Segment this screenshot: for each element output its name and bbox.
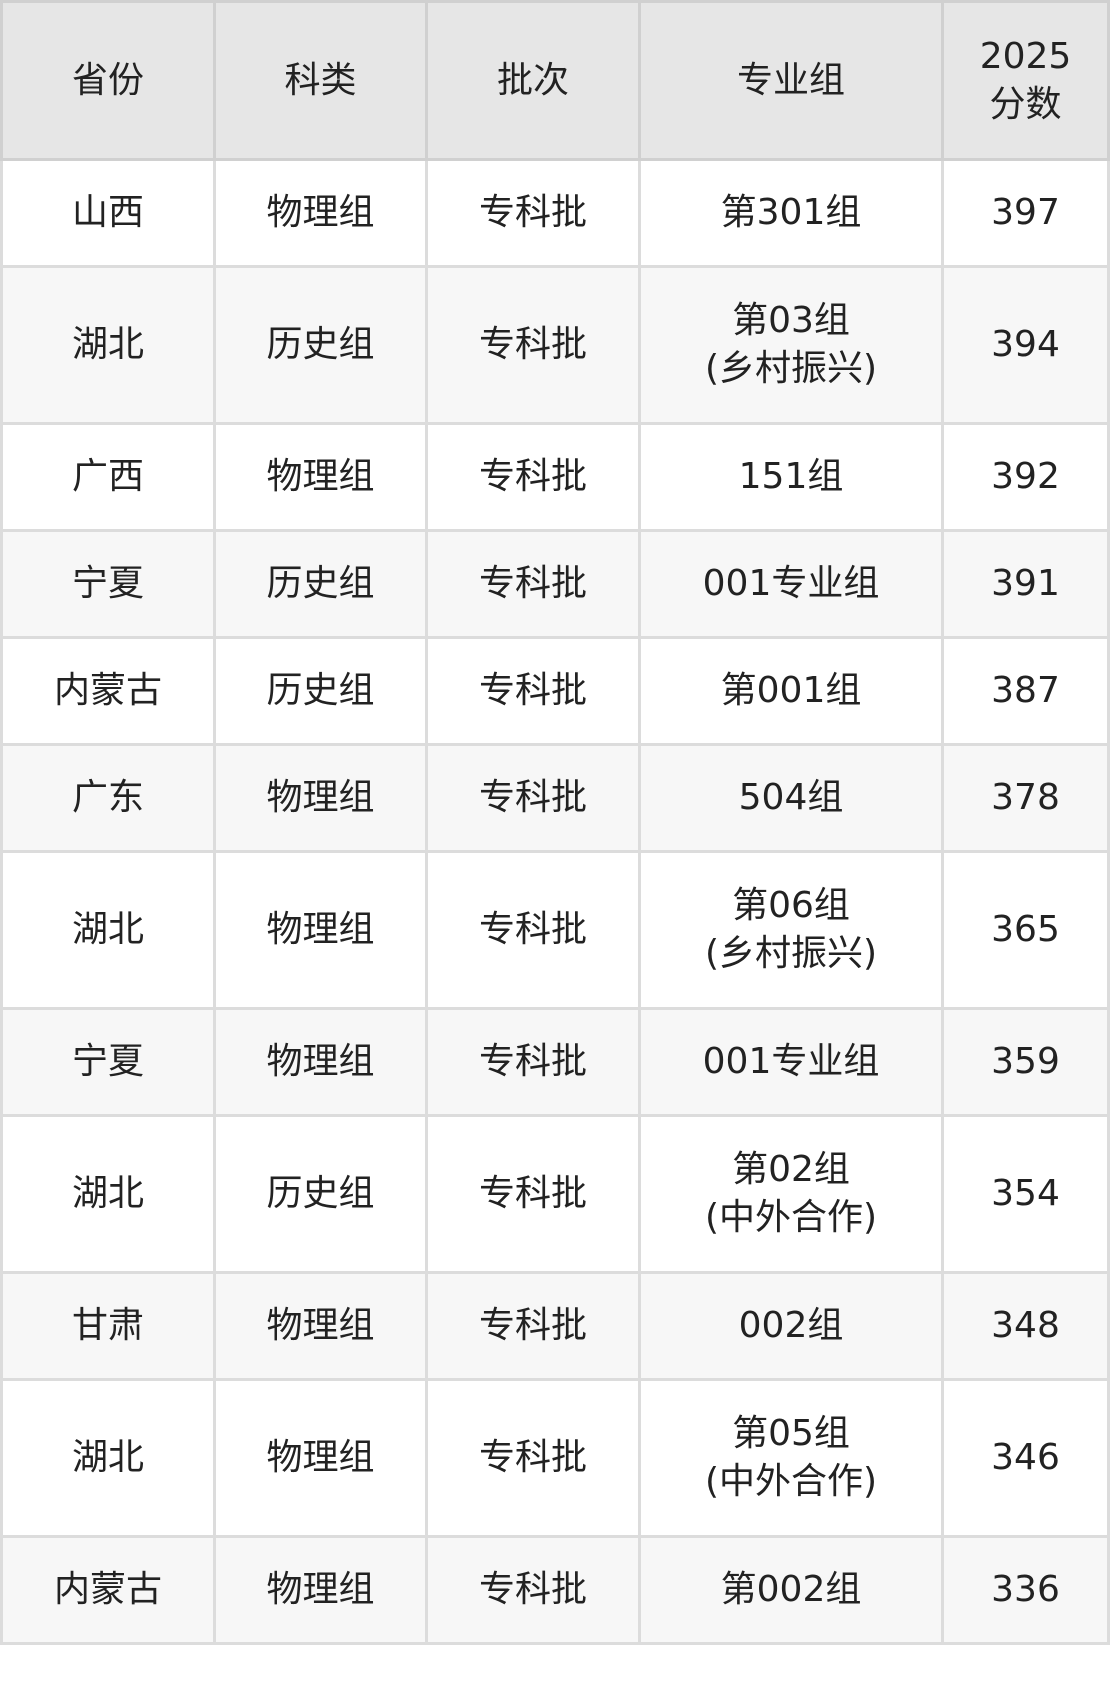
batch-cell: 专科批 — [425, 1535, 641, 1645]
group-line: 第03组 — [732, 300, 850, 341]
score-cell: 392 — [941, 422, 1110, 532]
province-cell: 湖北 — [0, 265, 216, 425]
subject-cell: 物理组 — [213, 1378, 428, 1538]
group-line: 504组 — [738, 777, 844, 818]
province-cell: 湖北 — [0, 1378, 216, 1538]
province-cell: 广西 — [0, 422, 216, 532]
group-cell: 001专业组 — [638, 1007, 944, 1117]
group-line: 第05组 — [732, 1413, 850, 1454]
score-cell: 391 — [941, 529, 1110, 639]
subject-cell: 物理组 — [213, 158, 428, 268]
table-row: 甘肃 物理组 专科批 002组 348 — [0, 1271, 1110, 1381]
header-score-label: 分数 — [989, 83, 1062, 125]
table-row: 宁夏 物理组 专科批 001专业组 359 — [0, 1007, 1110, 1117]
table-row: 湖北 历史组 专科批 第02组 (中外合作) 354 — [0, 1114, 1110, 1274]
score-cell: 378 — [941, 743, 1110, 853]
subject-cell: 物理组 — [213, 1535, 428, 1645]
header-batch: 批次 — [425, 0, 641, 161]
header-score: 2025 分数 — [941, 0, 1110, 161]
group-cell: 第03组 (乡村振兴) — [638, 265, 944, 425]
table-row: 宁夏 历史组 专科批 001专业组 391 — [0, 529, 1110, 639]
subject-cell: 物理组 — [213, 850, 428, 1010]
subject-cell: 历史组 — [213, 1114, 428, 1274]
score-cell: 397 — [941, 158, 1110, 268]
table-row: 湖北 物理组 专科批 第05组 (中外合作) 346 — [0, 1378, 1110, 1538]
header-province: 省份 — [0, 0, 216, 161]
province-cell: 广东 — [0, 743, 216, 853]
table-row: 山西 物理组 专科批 第301组 397 — [0, 158, 1110, 268]
batch-cell: 专科批 — [425, 636, 641, 746]
header-score-year: 2025 — [979, 35, 1072, 77]
group-cell: 001专业组 — [638, 529, 944, 639]
score-table: 省份 科类 批次 专业组 2025 分数 山西 物理组 专科批 第301组 397 湖北历… — [0, 0, 1110, 1645]
subject-cell: 历史组 — [213, 636, 428, 746]
group-line: 001专业组 — [702, 1041, 880, 1082]
province-cell: 内蒙古 — [0, 636, 216, 746]
score-cell: 354 — [941, 1114, 1110, 1274]
group-cell: 第02组 (中外合作) — [638, 1114, 944, 1274]
batch-cell: 专科批 — [425, 1271, 641, 1381]
header-subject: 科类 — [213, 0, 428, 161]
province-cell: 宁夏 — [0, 1007, 216, 1117]
table-row: 湖北 历史组 专科批 第03组 (乡村振兴) 394 — [0, 265, 1110, 425]
batch-cell: 专科批 — [425, 743, 641, 853]
batch-cell: 专科批 — [425, 1007, 641, 1117]
batch-cell: 专科批 — [425, 265, 641, 425]
batch-cell: 专科批 — [425, 850, 641, 1010]
group-cell: 第05组 (中外合作) — [638, 1378, 944, 1538]
group-line: (中外合作) — [704, 1461, 878, 1502]
group-cell: 002组 — [638, 1271, 944, 1381]
group-line: 第002组 — [720, 1569, 862, 1610]
group-cell: 151组 — [638, 422, 944, 532]
subject-cell: 历史组 — [213, 529, 428, 639]
subject-cell: 物理组 — [213, 1271, 428, 1381]
score-cell: 394 — [941, 265, 1110, 425]
group-cell: 第301组 — [638, 158, 944, 268]
subject-cell: 历史组 — [213, 265, 428, 425]
province-cell: 宁夏 — [0, 529, 216, 639]
group-line: 第001组 — [720, 670, 862, 711]
province-cell: 湖北 — [0, 1114, 216, 1274]
score-cell: 336 — [941, 1535, 1110, 1645]
table-row: 广东 物理组 专科批 504组 378 — [0, 743, 1110, 853]
batch-cell: 专科批 — [425, 422, 641, 532]
batch-cell: 专科批 — [425, 1378, 641, 1538]
score-cell: 359 — [941, 1007, 1110, 1117]
table-row: 湖北 物理组 专科批 第06组 (乡村振兴) 365 — [0, 850, 1110, 1010]
group-cell: 第06组 (乡村振兴) — [638, 850, 944, 1010]
group-line: (中外合作) — [704, 1197, 878, 1238]
group-line: 002组 — [738, 1305, 844, 1346]
header-row: 省份 科类 批次 专业组 2025 分数 — [0, 0, 1110, 161]
province-cell: 湖北 — [0, 850, 216, 1010]
group-line: (乡村振兴) — [704, 933, 878, 974]
table-row: 广西 物理组 专科批 151组 392 — [0, 422, 1110, 532]
subject-cell: 物理组 — [213, 743, 428, 853]
batch-cell: 专科批 — [425, 529, 641, 639]
batch-cell: 专科批 — [425, 1114, 641, 1274]
province-cell: 甘肃 — [0, 1271, 216, 1381]
header-group: 专业组 — [638, 0, 944, 161]
group-cell: 第001组 — [638, 636, 944, 746]
group-line: 第02组 — [732, 1149, 850, 1190]
province-cell: 山西 — [0, 158, 216, 268]
batch-cell: 专科批 — [425, 158, 641, 268]
score-cell: 387 — [941, 636, 1110, 746]
group-line: 第06组 — [732, 885, 850, 926]
score-cell: 365 — [941, 850, 1110, 1010]
group-line: (乡村振兴) — [704, 348, 878, 389]
group-cell: 第002组 — [638, 1535, 944, 1645]
score-cell: 346 — [941, 1378, 1110, 1538]
group-line: 151组 — [738, 456, 844, 497]
subject-cell: 物理组 — [213, 1007, 428, 1117]
table-row: 内蒙古 物理组 专科批 第002组 336 — [0, 1535, 1110, 1645]
province-cell: 内蒙古 — [0, 1535, 216, 1645]
group-line: 第301组 — [720, 192, 862, 233]
score-cell: 348 — [941, 1271, 1110, 1381]
table-row: 内蒙古 历史组 专科批 第001组 387 — [0, 636, 1110, 746]
subject-cell: 物理组 — [213, 422, 428, 532]
group-line: 001专业组 — [702, 563, 880, 604]
group-cell: 504组 — [638, 743, 944, 853]
